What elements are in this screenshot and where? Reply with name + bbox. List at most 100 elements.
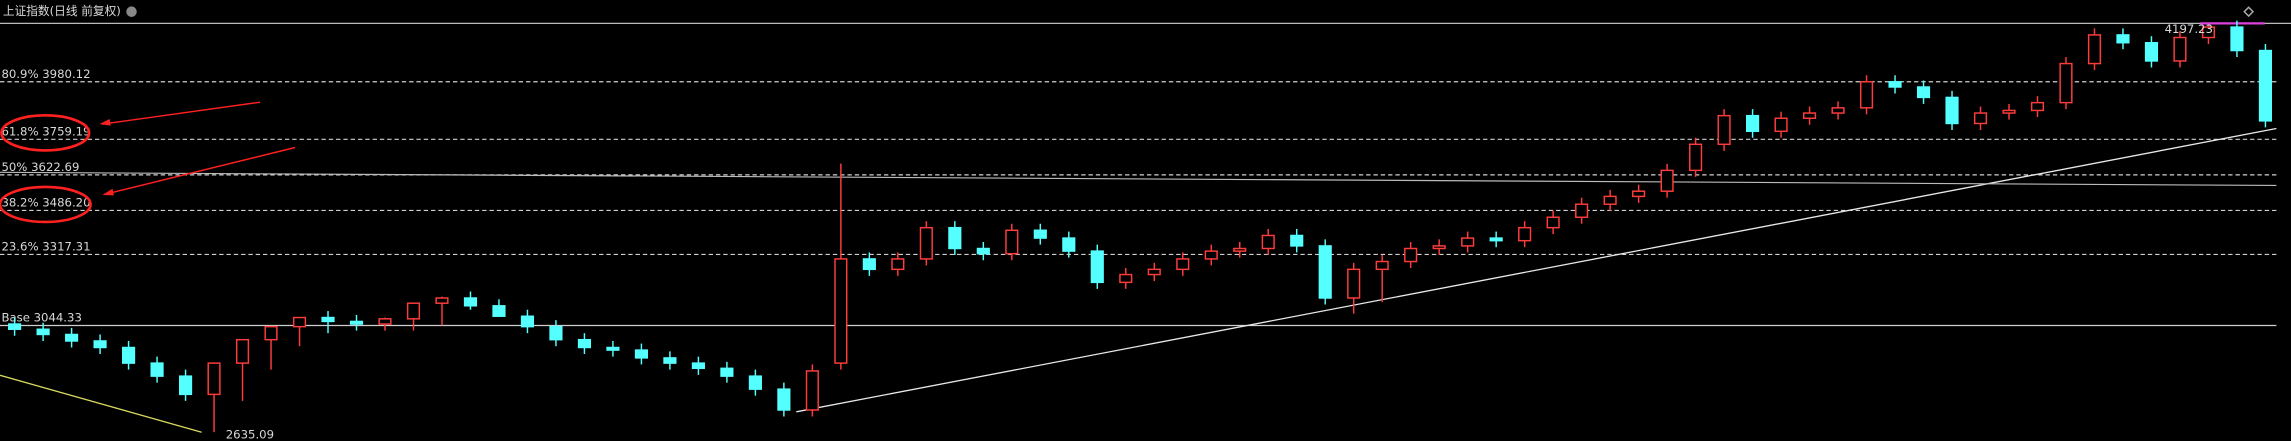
candle-body (1432, 245, 1446, 250)
candle-body (1660, 169, 1674, 192)
candle-body (777, 388, 791, 411)
candle-body (1005, 229, 1019, 255)
candle-body (65, 333, 79, 342)
candle-body (1689, 143, 1703, 172)
candle-body (2144, 41, 2159, 62)
arrow (105, 146, 296, 195)
candle-body (577, 338, 592, 349)
candle-body (492, 305, 506, 317)
candle-body (1489, 237, 1503, 242)
candle-body (2116, 34, 2130, 44)
candle-body (2201, 26, 2216, 39)
candle-body (150, 362, 164, 377)
candle-body (1290, 234, 1304, 247)
arrow (102, 101, 261, 125)
diamond-icon[interactable] (2243, 6, 2255, 18)
candle-body (1318, 245, 1332, 299)
candle-body (976, 247, 990, 255)
high-annotation: 4197.23 (2165, 22, 2213, 36)
candle-body (1176, 258, 1190, 271)
candle-body (264, 325, 278, 341)
level-label: Base 3044.33 (1, 311, 81, 325)
candle-body (805, 370, 819, 411)
candle-body (1062, 237, 1076, 252)
candle-body (463, 297, 478, 307)
highlight-circle (0, 185, 92, 224)
chart-title: 上证指数(日线 前复权) (3, 4, 121, 18)
candle-body (406, 302, 421, 320)
candles (8, 20, 2273, 433)
candle-body (1119, 273, 1133, 284)
candle-body (2002, 109, 2016, 114)
level-label: 50% 3622.69 (1, 160, 79, 174)
candle-body (2030, 101, 2045, 112)
candle-body (378, 318, 392, 325)
candle-body (919, 226, 933, 260)
candle-body (36, 328, 50, 336)
candle-body (1575, 203, 1589, 218)
candle-body (235, 338, 250, 364)
candle-body (1945, 96, 1959, 125)
candle-body (834, 258, 848, 364)
candle-body (292, 316, 307, 328)
candle-body (1802, 112, 1817, 119)
candle-body (1461, 237, 1475, 247)
candle-body (1859, 81, 1874, 109)
candle-body (634, 349, 648, 359)
candle-body (1147, 268, 1161, 276)
level-label: 61.8% 3759.19 (1, 125, 90, 139)
arrow-head (99, 119, 111, 126)
trend-line (796, 127, 2277, 413)
candle-body (549, 325, 563, 341)
fib-levels: 80.9% 3980.12 61.8% 3759.19 50% 3622.69 38.… (0, 67, 2277, 327)
candle-body (748, 375, 762, 390)
candle-body (1261, 234, 1275, 250)
candle-body (1090, 250, 1104, 284)
candle-body (1518, 226, 1532, 242)
candle-body (891, 258, 905, 271)
candle-body (2087, 34, 2102, 65)
candle-body (349, 320, 364, 325)
candle-body (720, 367, 734, 377)
title-menu-icon[interactable] (126, 6, 137, 17)
low-annotation: 2635.09 (226, 428, 274, 441)
arrow-head (102, 188, 114, 196)
candle-body (1204, 250, 1218, 260)
highlight-circle (0, 114, 91, 152)
candle-body (1746, 114, 1760, 133)
candle-body (1546, 216, 1560, 229)
candle-body (1375, 260, 1389, 271)
level-label: 80.9% 3980.12 (1, 67, 90, 81)
candle-body (1831, 107, 1845, 114)
trend-line (0, 171, 2277, 187)
candle-body (1717, 114, 1731, 146)
candle-body (207, 362, 221, 396)
candle-body (1233, 247, 1247, 252)
candle-body (1603, 195, 1617, 205)
candle-body (1916, 86, 1931, 99)
candle-body (8, 323, 22, 330)
candle-body (1888, 81, 1902, 88)
candle-body (1033, 229, 1047, 239)
candle-body (435, 297, 449, 304)
candle-body (691, 362, 705, 370)
candle-body (520, 315, 535, 328)
candle-body (2173, 36, 2187, 62)
candle-body (1632, 190, 1646, 198)
level-label: 23.6% 3317.31 (1, 240, 90, 254)
candle-body (2230, 26, 2244, 52)
level-label: 38.2% 3486.20 (1, 196, 90, 210)
candle-body (663, 357, 677, 364)
candle-body (862, 258, 876, 271)
candle-body (2258, 49, 2273, 122)
candle-body (178, 375, 193, 396)
candle-body (948, 226, 962, 250)
candle-body (1347, 268, 1361, 299)
candle-body (93, 340, 107, 349)
trend-line (0, 374, 202, 433)
candle-body (1404, 247, 1418, 263)
candle-body (606, 346, 620, 351)
candle-body (1973, 112, 1988, 125)
